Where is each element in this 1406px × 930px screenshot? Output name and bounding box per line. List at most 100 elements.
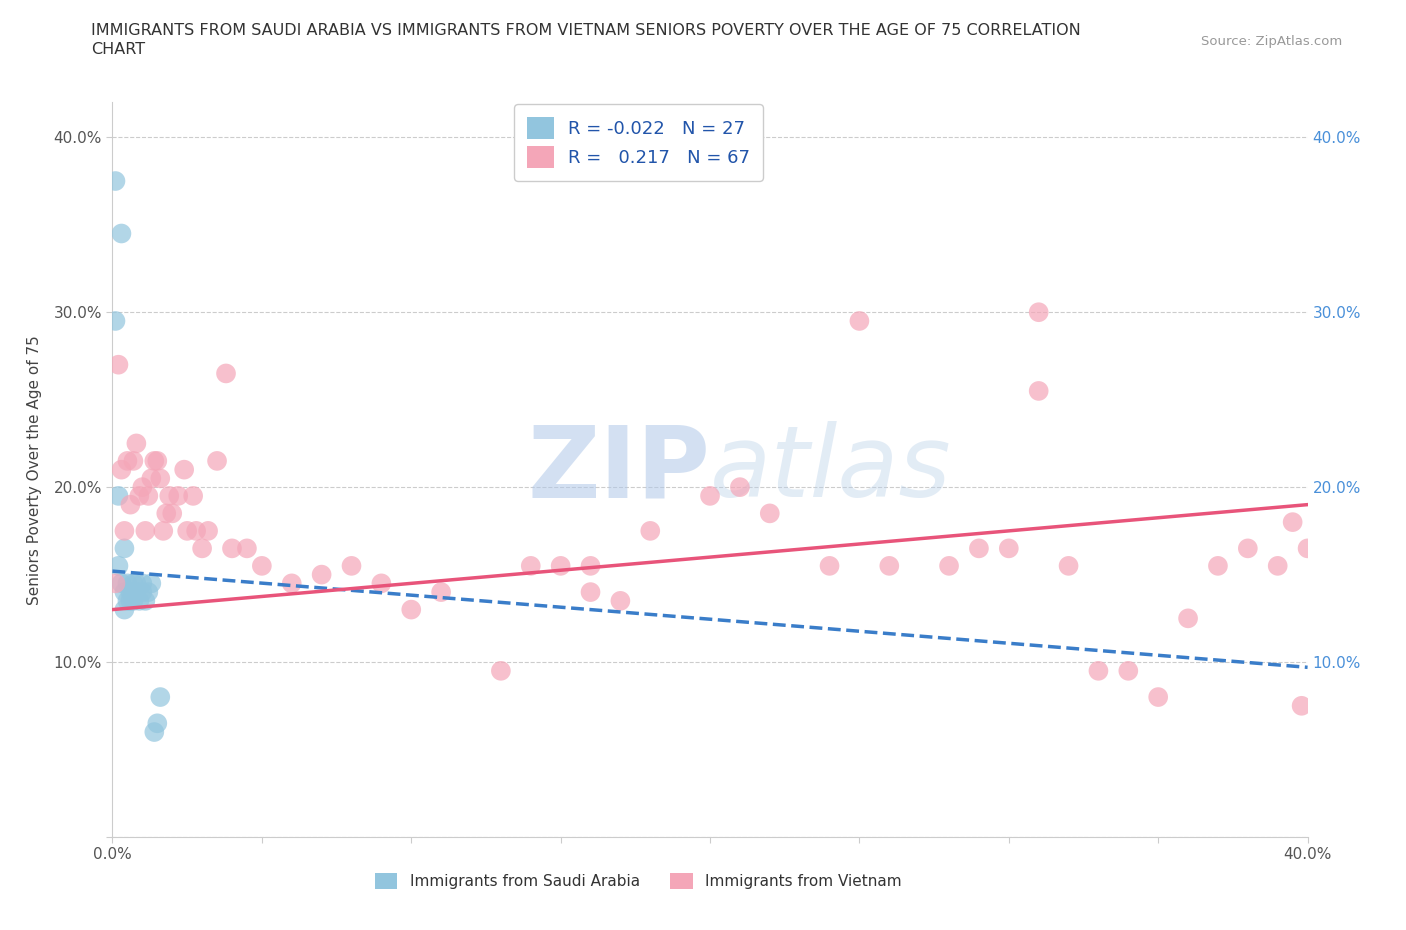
Point	[114, 602, 135, 617]
Point	[489, 663, 512, 678]
Point	[173, 462, 195, 477]
Point	[131, 585, 153, 600]
Point	[125, 585, 148, 600]
Point	[311, 567, 333, 582]
Point	[110, 576, 132, 591]
Point	[1177, 611, 1199, 626]
Point	[250, 558, 273, 573]
Text: CHART: CHART	[91, 42, 145, 57]
Point	[122, 585, 145, 600]
Point	[550, 558, 572, 573]
Point	[110, 462, 132, 477]
Point	[117, 454, 139, 469]
Point	[125, 436, 148, 451]
Point	[1087, 663, 1109, 678]
Point	[149, 690, 172, 705]
Point	[236, 541, 259, 556]
Point	[141, 471, 163, 485]
Legend: Immigrants from Saudi Arabia, Immigrants from Vietnam: Immigrants from Saudi Arabia, Immigrants…	[368, 867, 908, 896]
Point	[146, 716, 169, 731]
Point	[699, 488, 721, 503]
Point	[114, 585, 135, 600]
Point	[141, 576, 163, 591]
Point	[107, 357, 129, 372]
Point	[430, 585, 453, 600]
Point	[1118, 663, 1140, 678]
Point	[197, 524, 219, 538]
Point	[759, 506, 782, 521]
Point	[134, 524, 156, 538]
Point	[1028, 383, 1050, 398]
Point	[221, 541, 243, 556]
Point	[138, 585, 160, 600]
Point	[401, 602, 423, 617]
Text: atlas: atlas	[710, 421, 952, 518]
Point	[104, 313, 127, 328]
Point	[143, 454, 166, 469]
Point	[104, 174, 127, 189]
Point	[609, 593, 631, 608]
Point	[191, 541, 214, 556]
Point	[107, 558, 129, 573]
Point	[1281, 514, 1303, 529]
Point	[998, 541, 1021, 556]
Point	[110, 226, 132, 241]
Point	[122, 576, 145, 591]
Y-axis label: Seniors Poverty Over the Age of 75: Seniors Poverty Over the Age of 75	[28, 335, 42, 604]
Point	[114, 524, 135, 538]
Point	[146, 454, 169, 469]
Point	[967, 541, 990, 556]
Point	[120, 498, 142, 512]
Point	[114, 541, 135, 556]
Point	[848, 313, 870, 328]
Point	[176, 524, 198, 538]
Point	[149, 471, 172, 485]
Point	[181, 488, 204, 503]
Point	[120, 593, 142, 608]
Point	[1296, 541, 1319, 556]
Point	[818, 558, 841, 573]
Point	[370, 576, 392, 591]
Point	[215, 366, 238, 381]
Point	[1206, 558, 1229, 573]
Text: ZIP: ZIP	[527, 421, 710, 518]
Point	[1147, 690, 1170, 705]
Point	[1291, 698, 1313, 713]
Point	[520, 558, 543, 573]
Point	[579, 558, 602, 573]
Point	[152, 524, 174, 538]
Point	[122, 593, 145, 608]
Point	[104, 576, 127, 591]
Point	[107, 488, 129, 503]
Point	[120, 585, 142, 600]
Point	[155, 506, 177, 521]
Point	[205, 454, 228, 469]
Point	[143, 724, 166, 739]
Point	[128, 593, 150, 608]
Point	[131, 576, 153, 591]
Point	[125, 576, 148, 591]
Point	[117, 593, 139, 608]
Text: IMMIGRANTS FROM SAUDI ARABIA VS IMMIGRANTS FROM VIETNAM SENIORS POVERTY OVER THE: IMMIGRANTS FROM SAUDI ARABIA VS IMMIGRAN…	[91, 23, 1081, 38]
Point	[281, 576, 304, 591]
Point	[640, 524, 662, 538]
Point	[134, 593, 156, 608]
Point	[157, 488, 180, 503]
Point	[186, 524, 208, 538]
Point	[117, 576, 139, 591]
Point	[938, 558, 960, 573]
Point	[1057, 558, 1080, 573]
Text: Source: ZipAtlas.com: Source: ZipAtlas.com	[1202, 35, 1343, 48]
Point	[128, 488, 150, 503]
Point	[879, 558, 901, 573]
Point	[728, 480, 751, 495]
Point	[1237, 541, 1260, 556]
Point	[1267, 558, 1289, 573]
Point	[162, 506, 183, 521]
Point	[340, 558, 363, 573]
Point	[131, 480, 153, 495]
Point	[122, 454, 145, 469]
Point	[167, 488, 190, 503]
Point	[579, 585, 602, 600]
Point	[138, 488, 160, 503]
